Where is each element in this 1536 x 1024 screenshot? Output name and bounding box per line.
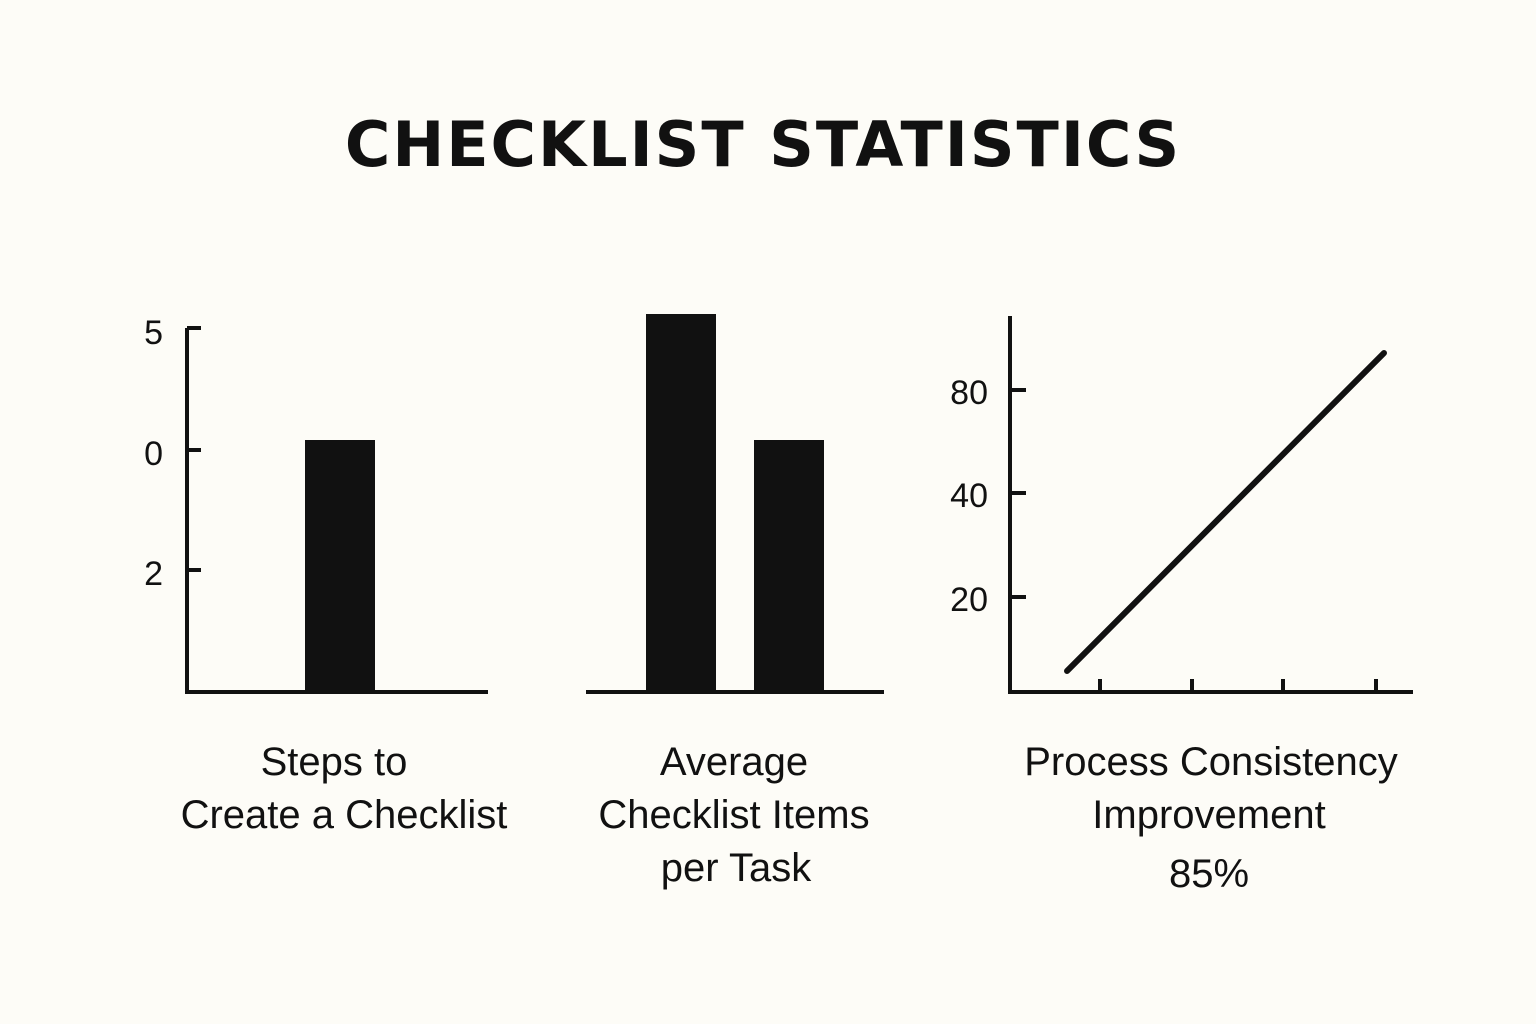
chart-steps: 5 0 2 Steps to Create a Checklist xyxy=(144,314,507,837)
chart-steps-y-tick-label: 0 xyxy=(144,435,163,473)
chart-avg-items-bar xyxy=(646,314,716,692)
chart-consistency-caption-line: 85% xyxy=(1169,852,1249,896)
chart-steps-y-tick-label: 5 xyxy=(144,314,163,352)
chart-consistency-y-tick-label: 20 xyxy=(950,581,988,619)
chart-avg-items-bar xyxy=(754,440,824,692)
chart-consistency: 80 40 20 Process Consistency Improvement… xyxy=(950,316,1413,896)
chart-consistency-y-tick-label: 40 xyxy=(950,477,988,515)
chart-avg-items-caption-line: per Task xyxy=(661,846,812,890)
chart-avg-items-caption-line: Average xyxy=(660,740,808,784)
page-title: CHECKLIST STATISTICS xyxy=(344,108,1182,181)
chart-avg-items-caption-line: Checklist Items xyxy=(598,793,869,837)
chart-consistency-series-line xyxy=(1064,350,1387,674)
chart-consistency-caption-line: Improvement xyxy=(1092,793,1325,837)
chart-consistency-y-tick-label: 80 xyxy=(950,374,988,412)
chart-steps-caption-line: Create a Checklist xyxy=(181,793,508,837)
chart-consistency-caption-line: Process Consistency xyxy=(1024,740,1397,784)
chart-avg-items: Average Checklist Items per Task xyxy=(586,314,884,890)
chart-steps-caption-line: Steps to xyxy=(261,740,408,784)
chart-steps-y-tick-label: 2 xyxy=(144,555,163,593)
chart-steps-bar xyxy=(305,440,375,692)
